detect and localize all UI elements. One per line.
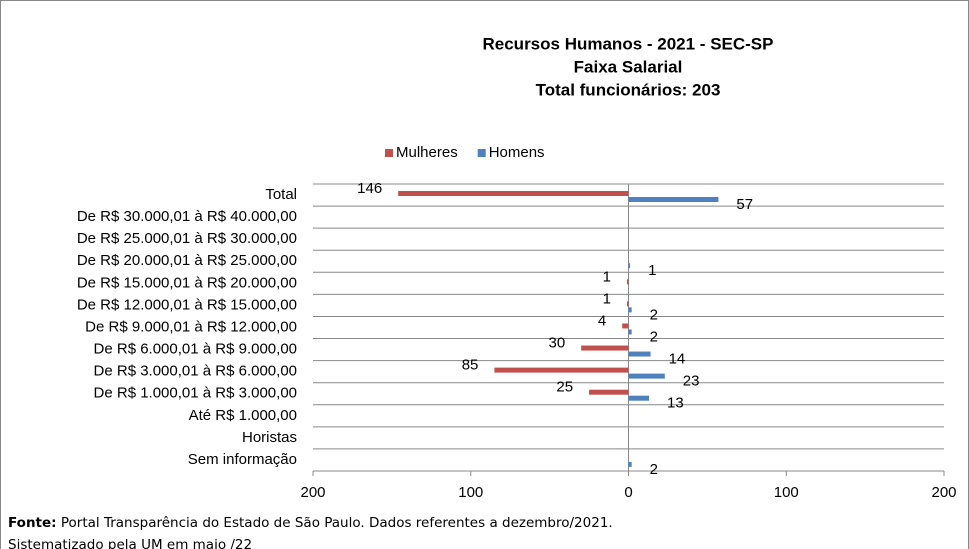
x-tick-label: 0: [624, 484, 632, 501]
y-tick-label: De R$ 12.000,01 à R$ 15.000,00: [77, 296, 297, 313]
data-label: 1: [603, 268, 611, 285]
y-tick-label: De R$ 9.000,01 à R$ 12.000,00: [85, 318, 297, 335]
bar: [622, 323, 629, 329]
bar: [626, 301, 629, 307]
bar: [628, 307, 632, 313]
bar: [628, 373, 665, 379]
bar: [628, 329, 632, 335]
data-label: 1: [603, 290, 611, 307]
footer-source: Fonte: Portal Transparência do Estado de…: [8, 515, 613, 531]
bar: [628, 351, 651, 357]
data-label: 23: [683, 373, 700, 390]
y-tick-label: De R$ 3.000,01 à R$ 6.000,00: [94, 363, 297, 380]
y-tick-label: Até R$ 1.000,00: [189, 407, 297, 424]
bar: [628, 461, 632, 467]
bar: [589, 389, 629, 395]
bar: [628, 263, 631, 269]
y-tick-label: De R$ 25.000,01 à R$ 30.000,00: [77, 230, 297, 247]
data-label: 146: [357, 180, 382, 197]
data-label: 25: [556, 379, 573, 396]
legend-label: Homens: [489, 144, 545, 161]
y-tick-label: De R$ 6.000,01 à R$ 9.000,00: [94, 341, 297, 358]
footer-text: Portal Transparência do Estado de São Pa…: [57, 515, 613, 531]
footer-line: Sistematizado pela UM em maio /22: [8, 537, 252, 549]
data-label: 2: [650, 328, 658, 345]
legend-swatch: [385, 149, 393, 157]
x-tick-label: 200: [931, 484, 956, 501]
bar: [398, 191, 629, 196]
data-label: 14: [669, 351, 686, 368]
data-label: 1: [648, 262, 656, 279]
legend-label: Mulheres: [396, 144, 458, 161]
data-label: 30: [548, 335, 565, 352]
bar: [494, 367, 629, 373]
footer-label: Fonte:: [8, 515, 57, 531]
y-tick-label: Sem informação: [188, 451, 297, 468]
bar: [628, 197, 719, 202]
bar: [628, 395, 650, 401]
data-label: 2: [650, 306, 658, 323]
bar: [626, 279, 629, 285]
chart-title: Faixa Salarial: [574, 57, 683, 76]
y-tick-label: De R$ 30.000,01 à R$ 40.000,00: [77, 208, 297, 225]
x-tick-label: 100: [774, 484, 799, 501]
data-label: 85: [462, 357, 479, 374]
y-tick-label: Horistas: [242, 429, 297, 446]
bar: [581, 345, 629, 351]
y-tick-label: Total: [265, 186, 297, 203]
legend-swatch: [477, 149, 486, 157]
data-label: 2: [650, 461, 658, 478]
data-label: 57: [736, 196, 753, 213]
data-label: 4: [598, 312, 606, 329]
x-tick-label: 200: [300, 484, 325, 501]
chart-title: Recursos Humanos - 2021 - SEC-SP: [483, 34, 774, 53]
y-tick-label: De R$ 1.000,01 à R$ 3.000,00: [94, 385, 297, 402]
x-tick-label: 100: [458, 484, 483, 501]
y-tick-label: De R$ 15.000,01 à R$ 20.000,00: [77, 274, 297, 291]
y-tick-label: De R$ 20.000,01 à R$ 25.000,00: [77, 252, 297, 269]
data-label: 13: [667, 395, 684, 412]
chart-title: Total funcionários: 203: [536, 80, 721, 99]
